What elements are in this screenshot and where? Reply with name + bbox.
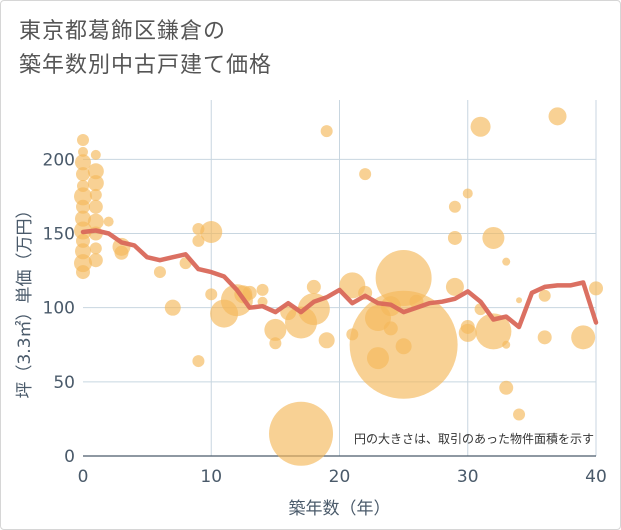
bubble-point bbox=[458, 323, 477, 342]
bubble-point bbox=[447, 230, 462, 245]
bubble-point bbox=[88, 253, 103, 268]
bubble-point bbox=[192, 234, 205, 247]
bubble-point bbox=[395, 338, 412, 355]
bubble-point bbox=[359, 168, 372, 181]
bubble-point bbox=[76, 167, 90, 182]
x-tick-label: 40 bbox=[585, 467, 607, 487]
bubble-point bbox=[499, 380, 514, 395]
trend-line-layer bbox=[80, 228, 599, 330]
bubble-point bbox=[103, 216, 114, 227]
x-axis-title: 築年数（年） bbox=[289, 499, 391, 519]
bubble-point bbox=[78, 146, 88, 157]
bubble-point bbox=[571, 325, 596, 350]
bubble-point bbox=[318, 332, 335, 349]
bubble-point bbox=[264, 318, 287, 341]
bubble-point bbox=[537, 330, 552, 345]
bubble-point bbox=[87, 163, 104, 180]
bubble-point bbox=[269, 337, 282, 350]
bubble-point bbox=[89, 242, 102, 255]
bubble-point bbox=[90, 149, 101, 160]
bubble-point bbox=[475, 313, 512, 350]
bubble-point bbox=[269, 401, 334, 466]
chart-title-line2: 築年数別中古戸建て価格 bbox=[19, 53, 273, 78]
bubble-point bbox=[89, 188, 102, 201]
y-axis-title: 坪（3.3㎡）単価（万円） bbox=[15, 201, 35, 398]
bubble-point bbox=[88, 199, 103, 214]
bubble-point bbox=[153, 266, 166, 279]
y-tick-label: 150 bbox=[43, 225, 75, 245]
y-tick-label: 100 bbox=[43, 299, 75, 319]
trend-line bbox=[80, 228, 599, 330]
bubble-point bbox=[242, 285, 257, 300]
bubble-point bbox=[445, 277, 464, 296]
bubble-point bbox=[513, 408, 526, 421]
y-tick-label: 0 bbox=[64, 447, 75, 467]
bubble-point bbox=[164, 299, 181, 316]
bubble-point bbox=[516, 297, 523, 304]
bubble-point bbox=[306, 279, 321, 294]
bubble-point bbox=[470, 116, 491, 137]
bubble-point bbox=[502, 340, 511, 349]
bubble-point bbox=[87, 213, 104, 230]
bubble-point bbox=[256, 283, 269, 296]
y-tick-label: 200 bbox=[43, 150, 75, 170]
x-tick-label: 10 bbox=[200, 467, 222, 487]
bubble-point bbox=[502, 257, 511, 266]
bubble-point bbox=[320, 125, 333, 138]
bubble-point bbox=[77, 134, 89, 147]
bubble-point bbox=[87, 175, 104, 192]
x-tick-label: 0 bbox=[78, 467, 89, 487]
bubble-point bbox=[76, 199, 90, 214]
tick-labels: 0 10 20 30 40 0 50 100 150 200 bbox=[43, 150, 607, 487]
bubble-point bbox=[75, 154, 91, 171]
bubble-point bbox=[462, 188, 473, 199]
y-tick-label: 50 bbox=[53, 373, 75, 393]
bubble-point bbox=[114, 245, 129, 260]
bubble-point bbox=[205, 288, 218, 301]
grid-lines bbox=[83, 100, 597, 457]
bubble-point bbox=[448, 200, 461, 213]
bubble-point bbox=[589, 281, 603, 296]
bubble-layer bbox=[74, 107, 603, 466]
bubble-point bbox=[538, 289, 551, 302]
bubble-point bbox=[482, 226, 505, 249]
bubble-point bbox=[200, 221, 223, 244]
chart-title-line1: 東京都葛飾区鎌倉の bbox=[19, 19, 227, 44]
chart-title: 東京都葛飾区鎌倉の 築年数別中古戸建て価格 bbox=[19, 15, 272, 83]
bubble-point bbox=[192, 355, 205, 368]
x-tick-label: 30 bbox=[457, 467, 479, 487]
bubble-point bbox=[74, 187, 92, 206]
bubble-point bbox=[548, 107, 567, 126]
x-tick-label: 20 bbox=[329, 467, 351, 487]
bubble-size-note: 円の大きさは、取引のあった物件面積を示す bbox=[354, 431, 594, 446]
bubble-point bbox=[76, 265, 90, 280]
bubble-point bbox=[375, 250, 432, 306]
